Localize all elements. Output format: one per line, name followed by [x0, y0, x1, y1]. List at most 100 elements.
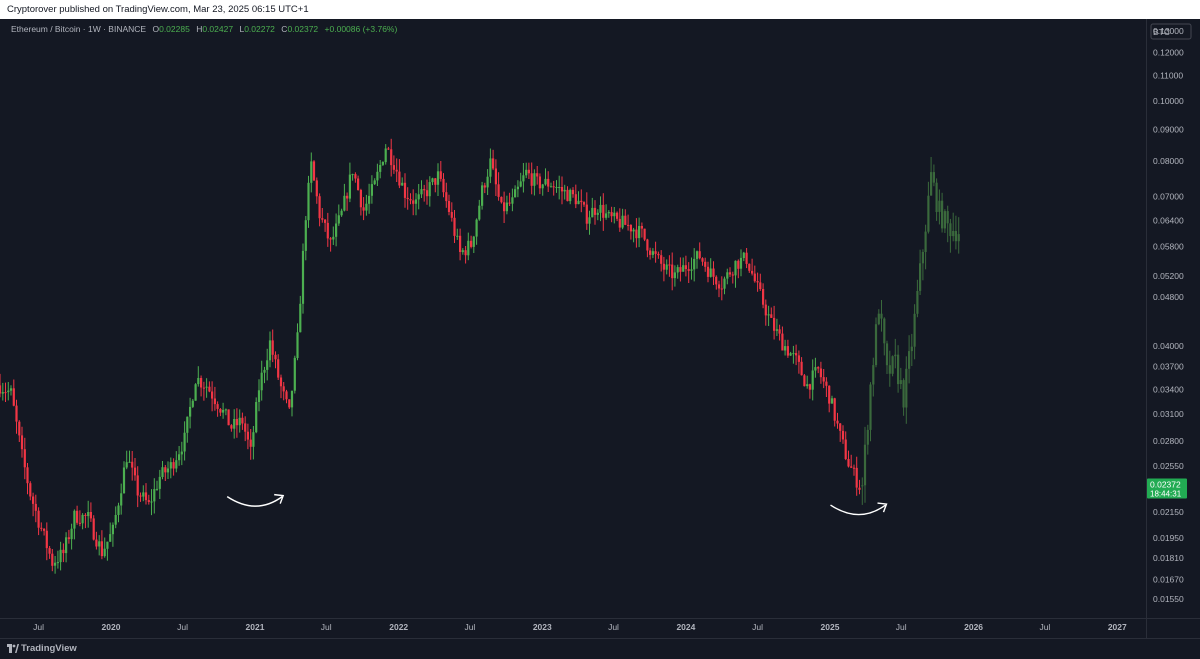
candle [95, 539, 98, 547]
y-tick-label: 0.01670 [1153, 574, 1184, 584]
candle [117, 505, 120, 515]
candle [588, 217, 591, 224]
candle [120, 493, 123, 506]
candle [45, 530, 48, 549]
candle [627, 224, 630, 226]
candle [359, 190, 362, 208]
projection-bar [872, 365, 875, 385]
candle [660, 255, 663, 264]
x-tick-label: 2022 [389, 622, 408, 632]
candle [7, 390, 10, 393]
projection-bar [908, 351, 911, 369]
candle [571, 189, 575, 195]
candle [643, 228, 646, 240]
candle [519, 181, 522, 187]
candle [15, 405, 18, 422]
projection-bar [899, 380, 902, 384]
candle [180, 451, 183, 455]
y-tick-label: 0.01950 [1153, 533, 1184, 543]
candle [770, 314, 773, 318]
projection-bar [930, 172, 933, 196]
candle [125, 462, 128, 468]
candle [582, 202, 586, 205]
projection-bar [869, 384, 872, 430]
projection-bar [935, 182, 938, 212]
candle [775, 329, 778, 331]
candle [100, 541, 103, 557]
candle [139, 495, 142, 497]
candle [122, 467, 126, 494]
candle [596, 212, 599, 215]
candle [646, 239, 649, 251]
candle [486, 176, 489, 188]
open-label: O [152, 24, 160, 34]
candle [450, 212, 453, 218]
y-tick-label: 0.12000 [1153, 47, 1184, 57]
candle [464, 250, 467, 256]
candle [381, 162, 384, 165]
candle [533, 173, 536, 186]
curved-arrow-annotation [226, 496, 283, 507]
candle [682, 265, 685, 272]
candle [260, 372, 263, 391]
candle [472, 236, 475, 247]
projection-bar [877, 313, 880, 325]
candle [781, 333, 784, 351]
chart-pane[interactable]: BTC 0.13000 0.12000 0.11000 0.10000 0.09000 0.… [0, 19, 1200, 638]
candle [307, 182, 310, 221]
y-tick-label: 0.06400 [1153, 215, 1184, 225]
candle [767, 314, 770, 316]
candle [704, 261, 707, 267]
candle [698, 251, 701, 259]
candle [18, 421, 21, 436]
candle [222, 409, 225, 413]
candle [178, 454, 181, 461]
candle [839, 423, 842, 431]
candle [541, 184, 544, 189]
candle [593, 207, 597, 215]
candle [569, 189, 572, 202]
y-tick-label: 0.05800 [1153, 242, 1184, 252]
candle [753, 273, 756, 282]
candle [616, 212, 619, 219]
candle [175, 460, 178, 469]
candle [527, 169, 530, 174]
candle [709, 268, 712, 277]
candle [475, 219, 478, 237]
candle [246, 431, 249, 440]
curved-arrow-head [274, 493, 285, 504]
candle [279, 377, 283, 387]
candle [822, 377, 825, 382]
candle [392, 165, 395, 170]
candle [78, 522, 81, 524]
candle [211, 391, 214, 399]
candle [133, 467, 137, 476]
candle [310, 161, 313, 183]
tradingview-brand[interactable]: TradingView [21, 643, 77, 654]
y-tick-label: 0.04800 [1153, 292, 1184, 302]
candle [563, 189, 566, 192]
y-tick-label: 0.01810 [1153, 553, 1184, 563]
candle [197, 378, 200, 385]
candle [241, 417, 244, 424]
candle [401, 182, 404, 186]
candle [318, 196, 321, 219]
candle [792, 353, 795, 355]
candle [111, 524, 114, 535]
candle [607, 212, 610, 214]
candle [213, 398, 216, 405]
candle [742, 252, 745, 258]
y-tick-label: 0.01550 [1153, 594, 1184, 604]
symbol-title: Ethereum / Bitcoin · 1W · BINANCE [11, 24, 147, 34]
candle [555, 187, 558, 188]
candle [172, 462, 175, 469]
candle [668, 264, 671, 266]
candle [852, 467, 856, 469]
y-tick-label: 0.03100 [1153, 409, 1184, 419]
candle [505, 202, 508, 212]
x-tick-label: 2024 [676, 622, 695, 632]
candle [158, 476, 161, 489]
candle [649, 250, 652, 255]
candle [155, 488, 159, 490]
